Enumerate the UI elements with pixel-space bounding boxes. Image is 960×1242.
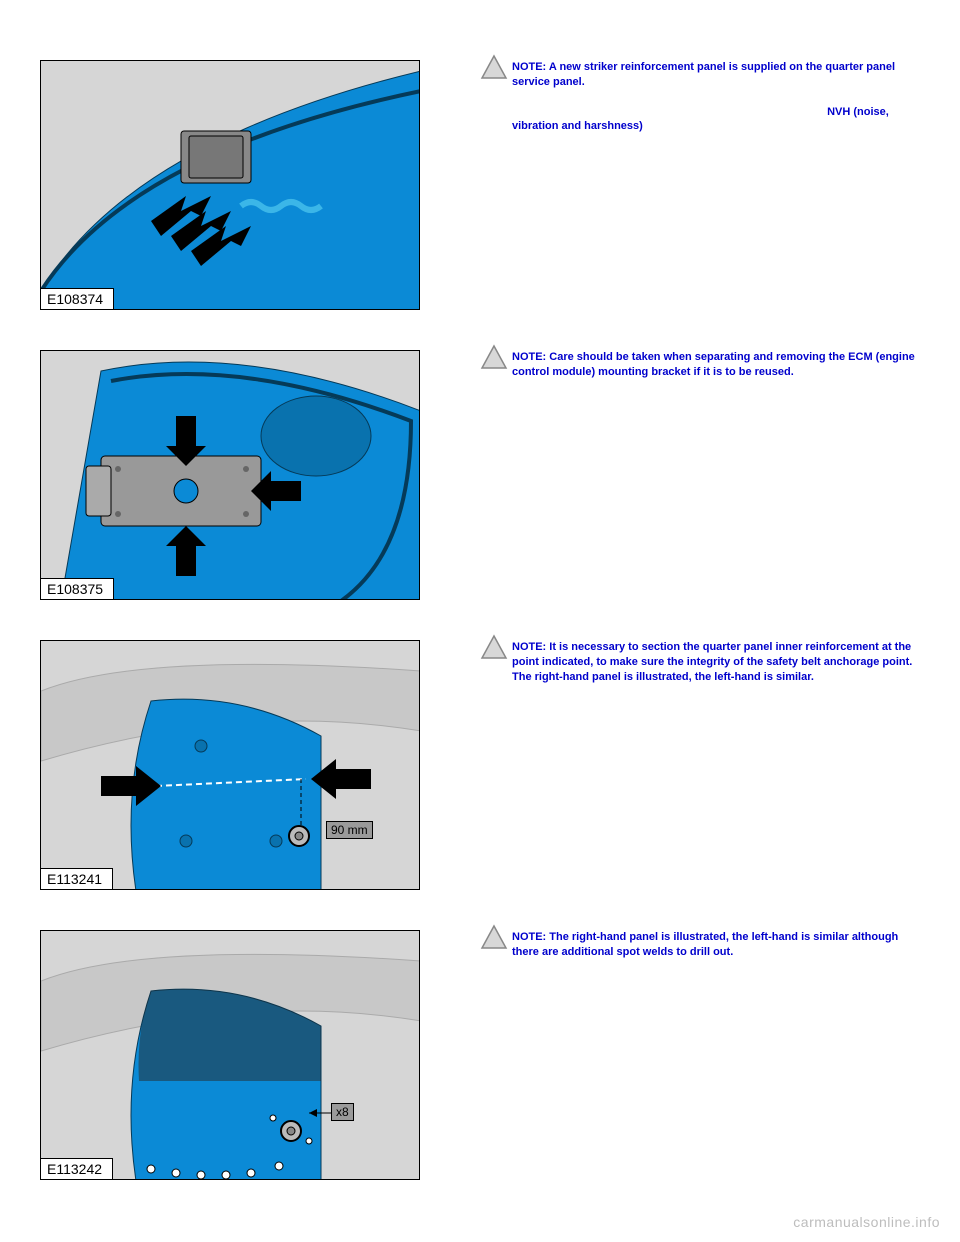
- diagram-svg-3: [41, 641, 420, 890]
- image-cell-1: E108374: [40, 60, 420, 310]
- image-cell-2: E108375: [40, 350, 420, 600]
- image-cell-4: x8 E113242: [40, 930, 420, 1180]
- note-block-3: NOTE: It is necessary to section the qua…: [480, 640, 920, 685]
- diagram-svg-1: [41, 61, 420, 310]
- diagram-label-1: E108374: [41, 288, 114, 309]
- diagram-1: E108374: [40, 60, 420, 310]
- diagram-label-4: E113242: [41, 1158, 113, 1179]
- text-cell-1: NOTE: A new striker reinforcement panel …: [480, 60, 920, 134]
- note-block-4: NOTE: The right-hand panel is illustrate…: [480, 930, 920, 960]
- callout-x8: x8: [331, 1103, 354, 1121]
- note-line-1: NOTE: A new striker reinforcement panel …: [512, 61, 895, 88]
- diagram-label-3: E113241: [41, 868, 113, 889]
- note-block-2: NOTE: Care should be taken when separati…: [480, 350, 920, 380]
- step-row-2: E108375 NOTE: Care should be taken when …: [40, 350, 920, 600]
- note-icon: [480, 54, 508, 80]
- note-prefix-2: NOTE: Care should be taken when separati…: [512, 351, 848, 363]
- note-text-3: NOTE: It is necessary to section the qua…: [512, 640, 920, 685]
- note-text-1: NOTE: A new striker reinforcement panel …: [512, 60, 920, 134]
- watermark: carmanualsonline.info: [793, 1214, 940, 1230]
- diagram-2: E108375: [40, 350, 420, 600]
- nvh-acronym: NVH (noise, vibration and harshness): [512, 106, 889, 133]
- note-block-1: NOTE: A new striker reinforcement panel …: [480, 60, 920, 134]
- note-text-4: NOTE: The right-hand panel is illustrate…: [512, 930, 920, 960]
- note-icon: [480, 344, 508, 370]
- note-suffix-2: mounting bracket if it is to be reused.: [595, 366, 794, 378]
- step-row-3: 90 mm E113241 NOTE: It is necessary to s…: [40, 640, 920, 890]
- step-row-1: E108374 NOTE: A new striker reinforcemen…: [40, 60, 920, 310]
- text-cell-3: NOTE: It is necessary to section the qua…: [480, 640, 920, 685]
- callout-90mm: 90 mm: [326, 821, 373, 839]
- text-cell-4: NOTE: The right-hand panel is illustrate…: [480, 930, 920, 960]
- diagram-label-2: E108375: [41, 578, 114, 599]
- note-icon: [480, 924, 508, 950]
- note-icon: [480, 634, 508, 660]
- image-cell-3: 90 mm E113241: [40, 640, 420, 890]
- step-row-4: x8 E113242 NOTE: The right-hand panel is…: [40, 930, 920, 1180]
- diagram-4: x8 E113242: [40, 930, 420, 1180]
- diagram-3: 90 mm E113241: [40, 640, 420, 890]
- text-cell-2: NOTE: Care should be taken when separati…: [480, 350, 920, 380]
- diagram-svg-2: [41, 351, 420, 600]
- diagram-svg-4: [41, 931, 420, 1180]
- note-text-2: NOTE: Care should be taken when separati…: [512, 350, 920, 380]
